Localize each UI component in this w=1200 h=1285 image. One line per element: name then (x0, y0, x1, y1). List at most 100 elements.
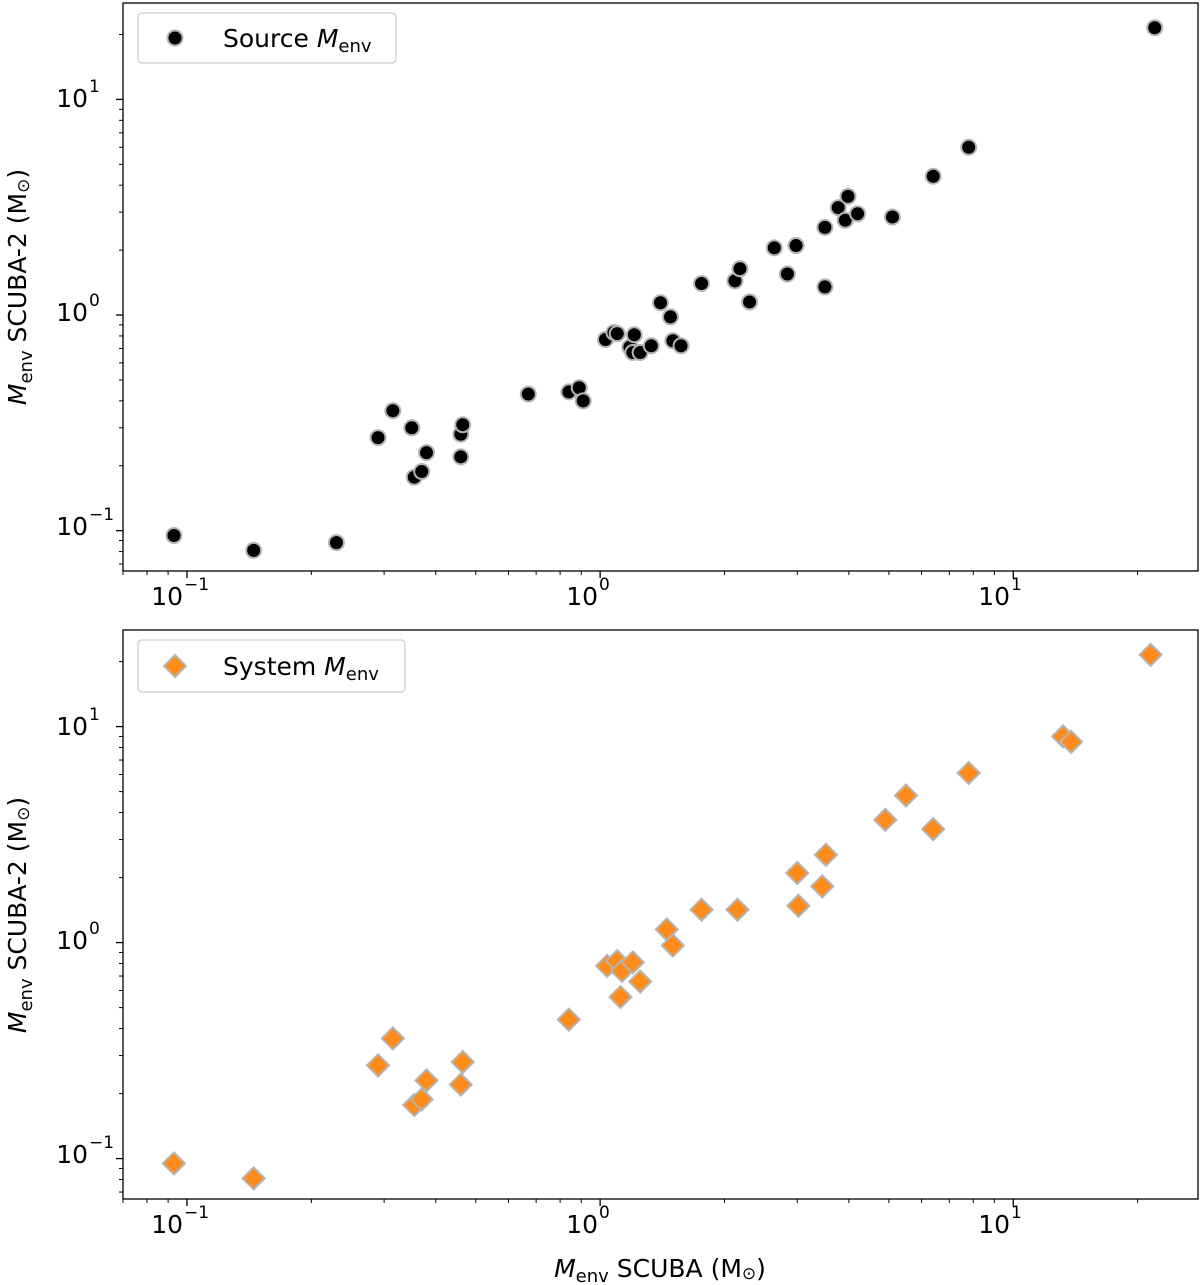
data-point (956, 760, 982, 786)
tick-marks (116, 661, 1139, 1206)
x-tick-label-2: 10 1 (978, 1203, 1022, 1239)
data-point (1146, 19, 1164, 37)
data-point (574, 392, 592, 410)
svg-text:10: 10 (56, 512, 88, 541)
y-tick-label-0: 10 −1 (56, 505, 114, 541)
x-tick-label-1: 10 0 (566, 575, 610, 611)
x-axis-label: Menv SCUBA (M⊙) (554, 1254, 766, 1285)
data-point (731, 260, 749, 278)
panel-source: 10 −1 10 0 10 1 10 −1 10 0 10 1 Menv SCU… (3, 2, 1199, 611)
data-point (786, 893, 811, 919)
data-point (608, 984, 633, 1010)
data-point (403, 419, 421, 437)
data-point (784, 860, 810, 886)
x-tick-label-0: 10 −1 (151, 575, 209, 611)
svg-text:0: 0 (89, 291, 100, 311)
data-point (627, 969, 653, 994)
legend: System Menv (137, 639, 406, 693)
legend-marker (162, 653, 188, 679)
data-point (893, 783, 919, 808)
data-point (384, 402, 402, 420)
data-point (409, 1086, 435, 1112)
data-point (693, 275, 711, 293)
data-point (829, 199, 847, 217)
data-point (608, 325, 626, 343)
svg-text:10: 10 (56, 84, 88, 113)
y-tick-label-2: 10 1 (56, 77, 100, 113)
data-point (661, 308, 679, 326)
data-point (413, 463, 431, 481)
data-point (1138, 642, 1164, 668)
data-point (161, 1150, 187, 1176)
data-point (725, 897, 750, 923)
svg-text:0: 0 (89, 919, 100, 939)
svg-text:−1: −1 (184, 575, 209, 595)
data-point (960, 138, 978, 156)
svg-text:1: 1 (1011, 1203, 1022, 1223)
data-point (454, 416, 472, 434)
legend: Source Menv (137, 12, 397, 64)
data-point (556, 1007, 582, 1033)
legend-marker (166, 29, 184, 47)
tick-marks (116, 34, 1139, 578)
x-tick-label-0: 10 −1 (151, 1203, 209, 1239)
legend-label: System Menv (223, 652, 379, 685)
svg-text:10: 10 (978, 582, 1010, 611)
data-point (327, 534, 345, 552)
data-point (839, 187, 857, 205)
data-point (816, 218, 834, 236)
data-point (380, 1026, 406, 1051)
plot-frame (122, 629, 1199, 1200)
data-point (920, 816, 946, 842)
legend-label: Source Menv (223, 24, 372, 57)
svg-text:10: 10 (978, 1210, 1010, 1239)
data-point (741, 293, 759, 311)
data-point (787, 237, 805, 255)
svg-text:−1: −1 (184, 1203, 209, 1223)
svg-text:10: 10 (566, 582, 598, 611)
data-point (809, 873, 835, 899)
data-point (816, 278, 834, 296)
y-tick-label-0: 10 −1 (56, 1133, 114, 1169)
data-point (418, 444, 436, 462)
data-point (689, 897, 714, 923)
x-tick-label-1: 10 0 (566, 1203, 610, 1239)
data-point (1058, 729, 1084, 755)
data-point (652, 294, 669, 312)
scatter-points (165, 19, 1164, 559)
data-point (849, 205, 867, 223)
y-axis-label: Menv SCUBA-2 (M⊙) (3, 797, 37, 1033)
data-point (452, 448, 470, 466)
svg-text:10: 10 (56, 298, 88, 327)
y-axis-label: Menv SCUBA-2 (M⊙) (3, 169, 37, 405)
data-point (519, 385, 537, 403)
svg-text:0: 0 (599, 1203, 610, 1223)
data-point (672, 337, 690, 355)
svg-text:10: 10 (56, 712, 88, 741)
data-point (924, 167, 942, 185)
data-point (620, 949, 646, 975)
svg-text:−1: −1 (89, 505, 114, 525)
data-point (642, 337, 660, 355)
data-point (660, 933, 686, 958)
svg-text:10: 10 (151, 1210, 183, 1239)
panel-system: 10 −1 10 0 10 1 10 −1 10 0 10 1 Menv SCU… (3, 629, 1199, 1285)
data-point (369, 429, 387, 447)
svg-text:−1: −1 (89, 1133, 114, 1153)
data-point (765, 239, 783, 257)
svg-text:1: 1 (89, 77, 100, 97)
y-tick-label-2: 10 1 (56, 705, 100, 741)
svg-text:10: 10 (56, 926, 88, 955)
y-tick-label-1: 10 0 (56, 919, 100, 955)
plot-frame (122, 2, 1199, 572)
data-point (872, 807, 898, 833)
data-point (813, 842, 839, 868)
x-tick-label-2: 10 1 (978, 575, 1022, 611)
y-tick-label-1: 10 0 (56, 291, 100, 327)
data-point (450, 1049, 476, 1075)
svg-text:0: 0 (599, 575, 610, 595)
scatter-points (161, 642, 1164, 1191)
data-point (165, 526, 183, 544)
data-point (625, 326, 643, 344)
